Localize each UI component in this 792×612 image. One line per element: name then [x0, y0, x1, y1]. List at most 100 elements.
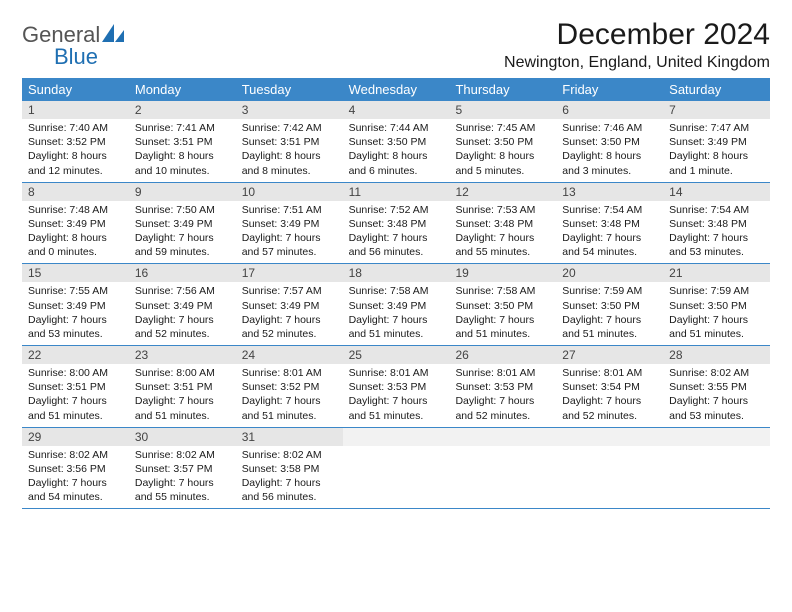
day-body: Sunrise: 7:48 AMSunset: 3:49 PMDaylight:… — [22, 201, 129, 264]
day-body: Sunrise: 7:59 AMSunset: 3:50 PMDaylight:… — [663, 282, 770, 345]
sunset-text: Sunset: 3:50 PM — [455, 135, 550, 149]
sail-icon — [102, 22, 124, 48]
day-body: Sunrise: 8:02 AMSunset: 3:55 PMDaylight:… — [663, 364, 770, 427]
daylight-text-2: and 51 minutes. — [28, 409, 123, 423]
sunrise-text: Sunrise: 8:00 AM — [28, 366, 123, 380]
daylight-text-1: Daylight: 7 hours — [242, 231, 337, 245]
day-header: Friday — [556, 78, 663, 101]
day-body: Sunrise: 7:46 AMSunset: 3:50 PMDaylight:… — [556, 119, 663, 182]
day-header: Saturday — [663, 78, 770, 101]
daylight-text-1: Daylight: 7 hours — [669, 231, 764, 245]
day-number: 10 — [236, 183, 343, 201]
day-header: Thursday — [449, 78, 556, 101]
sunrise-text: Sunrise: 7:51 AM — [242, 203, 337, 217]
daylight-text-2: and 0 minutes. — [28, 245, 123, 259]
day-body: Sunrise: 7:54 AMSunset: 3:48 PMDaylight:… — [556, 201, 663, 264]
sunrise-text: Sunrise: 7:42 AM — [242, 121, 337, 135]
sunset-text: Sunset: 3:50 PM — [349, 135, 444, 149]
daylight-text-2: and 52 minutes. — [242, 327, 337, 341]
sunrise-text: Sunrise: 8:02 AM — [669, 366, 764, 380]
daylight-text-2: and 53 minutes. — [669, 409, 764, 423]
day-body: Sunrise: 7:42 AMSunset: 3:51 PMDaylight:… — [236, 119, 343, 182]
day-number: 25 — [343, 346, 450, 364]
day-cell: 4Sunrise: 7:44 AMSunset: 3:50 PMDaylight… — [343, 101, 450, 182]
sunset-text: Sunset: 3:53 PM — [455, 380, 550, 394]
day-body: Sunrise: 8:02 AMSunset: 3:57 PMDaylight:… — [129, 446, 236, 509]
weeks-container: 1Sunrise: 7:40 AMSunset: 3:52 PMDaylight… — [22, 101, 770, 509]
daylight-text-2: and 53 minutes. — [669, 245, 764, 259]
sunrise-text: Sunrise: 7:48 AM — [28, 203, 123, 217]
sunrise-text: Sunrise: 7:45 AM — [455, 121, 550, 135]
daylight-text-2: and 59 minutes. — [135, 245, 230, 259]
daylight-text-2: and 54 minutes. — [28, 490, 123, 504]
daylight-text-2: and 55 minutes. — [455, 245, 550, 259]
day-number: 29 — [22, 428, 129, 446]
daylight-text-1: Daylight: 7 hours — [349, 231, 444, 245]
daylight-text-1: Daylight: 7 hours — [242, 394, 337, 408]
sunset-text: Sunset: 3:48 PM — [455, 217, 550, 231]
day-number: 3 — [236, 101, 343, 119]
sunset-text: Sunset: 3:49 PM — [135, 217, 230, 231]
day-body: Sunrise: 7:55 AMSunset: 3:49 PMDaylight:… — [22, 282, 129, 345]
day-cell: 16Sunrise: 7:56 AMSunset: 3:49 PMDayligh… — [129, 264, 236, 345]
day-cell: 20Sunrise: 7:59 AMSunset: 3:50 PMDayligh… — [556, 264, 663, 345]
day-body: Sunrise: 8:00 AMSunset: 3:51 PMDaylight:… — [129, 364, 236, 427]
day-cell: 25Sunrise: 8:01 AMSunset: 3:53 PMDayligh… — [343, 346, 450, 427]
day-cell: . — [343, 428, 450, 509]
sunset-text: Sunset: 3:52 PM — [242, 380, 337, 394]
day-cell: 8Sunrise: 7:48 AMSunset: 3:49 PMDaylight… — [22, 183, 129, 264]
sunset-text: Sunset: 3:48 PM — [349, 217, 444, 231]
week-row: 8Sunrise: 7:48 AMSunset: 3:49 PMDaylight… — [22, 183, 770, 265]
day-number: 18 — [343, 264, 450, 282]
day-cell: . — [663, 428, 770, 509]
daylight-text-1: Daylight: 8 hours — [28, 149, 123, 163]
day-body: Sunrise: 7:56 AMSunset: 3:49 PMDaylight:… — [129, 282, 236, 345]
daylight-text-2: and 52 minutes. — [455, 409, 550, 423]
day-cell: 19Sunrise: 7:58 AMSunset: 3:50 PMDayligh… — [449, 264, 556, 345]
daylight-text-2: and 55 minutes. — [135, 490, 230, 504]
daylight-text-2: and 52 minutes. — [562, 409, 657, 423]
day-body: Sunrise: 8:00 AMSunset: 3:51 PMDaylight:… — [22, 364, 129, 427]
month-title: December 2024 — [504, 18, 770, 52]
day-body: Sunrise: 7:59 AMSunset: 3:50 PMDaylight:… — [556, 282, 663, 345]
day-number: 26 — [449, 346, 556, 364]
day-number: 31 — [236, 428, 343, 446]
day-cell: 12Sunrise: 7:53 AMSunset: 3:48 PMDayligh… — [449, 183, 556, 264]
daylight-text-1: Daylight: 7 hours — [242, 313, 337, 327]
sunset-text: Sunset: 3:50 PM — [562, 299, 657, 313]
daylight-text-2: and 8 minutes. — [242, 164, 337, 178]
day-number: 7 — [663, 101, 770, 119]
daylight-text-2: and 56 minutes. — [242, 490, 337, 504]
daylight-text-2: and 5 minutes. — [455, 164, 550, 178]
sunrise-text: Sunrise: 7:52 AM — [349, 203, 444, 217]
day-number: 23 — [129, 346, 236, 364]
daylight-text-1: Daylight: 7 hours — [28, 394, 123, 408]
header-bar: General Blue December 2024 Newington, En… — [22, 18, 770, 72]
day-cell: . — [449, 428, 556, 509]
daylight-text-1: Daylight: 7 hours — [455, 394, 550, 408]
daylight-text-2: and 51 minutes. — [455, 327, 550, 341]
sunrise-text: Sunrise: 7:53 AM — [455, 203, 550, 217]
day-cell: 5Sunrise: 7:45 AMSunset: 3:50 PMDaylight… — [449, 101, 556, 182]
sunset-text: Sunset: 3:48 PM — [669, 217, 764, 231]
day-body: Sunrise: 8:01 AMSunset: 3:52 PMDaylight:… — [236, 364, 343, 427]
day-body: Sunrise: 7:57 AMSunset: 3:49 PMDaylight:… — [236, 282, 343, 345]
day-number: . — [449, 428, 556, 446]
sunset-text: Sunset: 3:57 PM — [135, 462, 230, 476]
sunrise-text: Sunrise: 8:02 AM — [135, 448, 230, 462]
day-cell: 10Sunrise: 7:51 AMSunset: 3:49 PMDayligh… — [236, 183, 343, 264]
day-cell: 24Sunrise: 8:01 AMSunset: 3:52 PMDayligh… — [236, 346, 343, 427]
sunset-text: Sunset: 3:50 PM — [669, 299, 764, 313]
sunset-text: Sunset: 3:55 PM — [669, 380, 764, 394]
day-body: Sunrise: 7:44 AMSunset: 3:50 PMDaylight:… — [343, 119, 450, 182]
daylight-text-2: and 6 minutes. — [349, 164, 444, 178]
day-body: Sunrise: 8:01 AMSunset: 3:53 PMDaylight:… — [343, 364, 450, 427]
day-number: 28 — [663, 346, 770, 364]
day-header: Wednesday — [343, 78, 450, 101]
sunrise-text: Sunrise: 8:01 AM — [242, 366, 337, 380]
daylight-text-2: and 3 minutes. — [562, 164, 657, 178]
daylight-text-2: and 53 minutes. — [28, 327, 123, 341]
daylight-text-1: Daylight: 7 hours — [669, 394, 764, 408]
location-text: Newington, England, United Kingdom — [504, 54, 770, 72]
day-cell: 13Sunrise: 7:54 AMSunset: 3:48 PMDayligh… — [556, 183, 663, 264]
